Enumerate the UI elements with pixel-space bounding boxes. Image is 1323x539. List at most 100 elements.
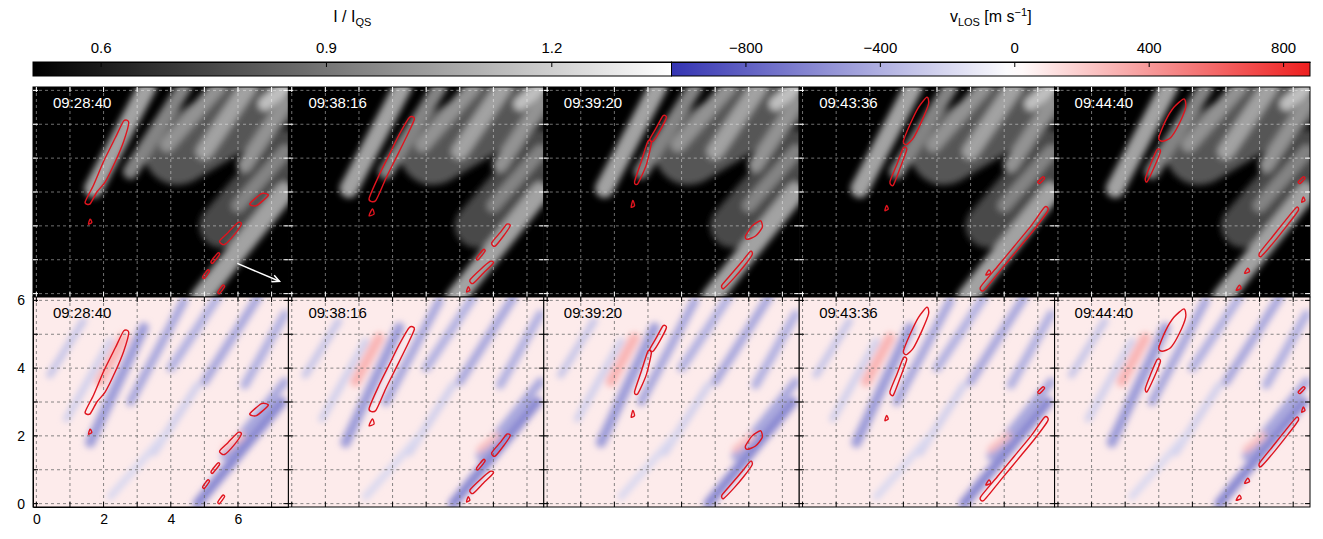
frame-tick-y: [288, 469, 293, 470]
frame-tick-x: [1259, 297, 1260, 302]
frame-tick-y: [799, 124, 804, 125]
frame-tick-x: [936, 297, 937, 302]
frame-tick-x: [69, 502, 70, 507]
frame-tick-y: [539, 158, 544, 159]
contour: [903, 307, 928, 355]
contour: [980, 417, 1048, 501]
frame-tick-y: [1050, 293, 1055, 294]
contour: [470, 471, 494, 493]
frame-ticks: [33, 297, 288, 507]
contour: [745, 221, 762, 240]
frame-tick-y: [1305, 435, 1310, 436]
colorbar-tick: 0.9: [316, 39, 337, 67]
frame-tick-x: [459, 87, 460, 92]
frame-tick-y: [1055, 90, 1060, 91]
grid-line-x: [204, 87, 205, 297]
frame-tick-x: [715, 297, 716, 302]
x-tick-label: 2: [100, 511, 108, 527]
contours: [631, 115, 762, 288]
frame-tick-y: [539, 192, 544, 193]
panel: 09:38:16: [288, 87, 543, 297]
contour: [203, 480, 210, 489]
frame-ticks: [288, 297, 543, 507]
map-feature: [238, 151, 285, 205]
frame-tick-y: [794, 469, 799, 470]
frame-tick-x: [271, 87, 272, 92]
colorbar-tick-label: 0: [1011, 39, 1019, 56]
frame-tick-x: [1004, 87, 1005, 92]
figure: 0.60.91.2I / IQS−800−4000400800vLOS [m s…: [0, 0, 1323, 539]
frame-tick-x: [903, 297, 904, 302]
frame-tick-y: [288, 368, 293, 369]
frame-tick-y: [544, 435, 549, 436]
frame-tick-x: [836, 292, 837, 297]
frame-tick-y: [1050, 368, 1055, 369]
frame-tick-x: [547, 502, 548, 507]
frame-tick-y: [794, 503, 799, 504]
y-tick: 0: [17, 496, 33, 512]
colorbar-title-part: [m s: [980, 8, 1015, 25]
frame-tick-x: [69, 297, 70, 302]
frame-tick-y: [539, 334, 544, 335]
frame-tick-x: [237, 297, 238, 302]
grid: [799, 297, 1054, 507]
colorbar-title-part: −1: [1015, 6, 1028, 18]
grid-line-y: [33, 402, 288, 403]
colorbar-tick: 1.2: [541, 39, 562, 67]
grid-line-y: [33, 435, 288, 436]
frame-tick-y: [1055, 225, 1060, 226]
frame-tick-x: [392, 502, 393, 507]
contour: [885, 416, 888, 421]
frame-tick-y: [283, 90, 288, 91]
plot-area: [799, 87, 1054, 297]
frame-tick-x: [69, 292, 70, 297]
frame-tick-x: [103, 297, 104, 302]
contours: [885, 97, 1048, 291]
colorbar-tick: −800: [729, 39, 763, 67]
grid-line-x: [1125, 297, 1126, 507]
map-feature: [1260, 151, 1307, 205]
grid-line-y: [288, 300, 543, 301]
frame-tick-x: [681, 502, 682, 507]
frame-tick-x: [493, 502, 494, 507]
frame-tick-y: [544, 259, 549, 260]
grid-line-x: [526, 87, 527, 297]
contour: [903, 97, 928, 145]
grid-line-x: [1037, 297, 1038, 507]
grid-line-y: [288, 90, 543, 91]
frame-tick-x: [647, 292, 648, 297]
frame-tick-x: [426, 297, 427, 302]
contour: [1298, 177, 1305, 184]
frame-tick-x: [614, 292, 615, 297]
frame-tick-x: [1293, 292, 1294, 297]
frame-tick-y: [794, 300, 799, 301]
frame-tick-y: [1305, 293, 1310, 294]
frame-tick-x: [1293, 87, 1294, 92]
frame-tick-y: [288, 300, 293, 301]
frame-tick-x: [1091, 297, 1092, 302]
contour: [211, 463, 220, 474]
plot-area: [544, 297, 799, 507]
colorbar-title-part: LOS: [958, 16, 980, 28]
colorbar-ramp: [33, 62, 672, 76]
x-tick-label: 0: [33, 511, 41, 527]
colorbar-tick: 400: [1137, 39, 1162, 67]
frame-tick-x: [1037, 292, 1038, 297]
colorbar-tick-label: 400: [1137, 39, 1162, 56]
grid-line-y: [1055, 402, 1310, 403]
frame-tick-x: [204, 87, 205, 92]
frame-ticks: [799, 87, 1054, 297]
frame-tick-x: [358, 502, 359, 507]
map-feature: [500, 314, 540, 385]
plot-area: [33, 297, 288, 507]
y-axis: 0246: [17, 292, 33, 511]
frame-tick-y: [1050, 90, 1055, 91]
frame-tick-y: [794, 334, 799, 335]
colorbar-tick-mark: [551, 62, 552, 67]
frame-tick-y: [1050, 469, 1055, 470]
frame-tick-y: [1055, 469, 1060, 470]
frame-tick-x: [36, 297, 37, 302]
timestamp: 09:44:40: [1075, 304, 1133, 321]
frame-tick-x: [1259, 87, 1260, 92]
grid-line-y: [799, 300, 1054, 301]
